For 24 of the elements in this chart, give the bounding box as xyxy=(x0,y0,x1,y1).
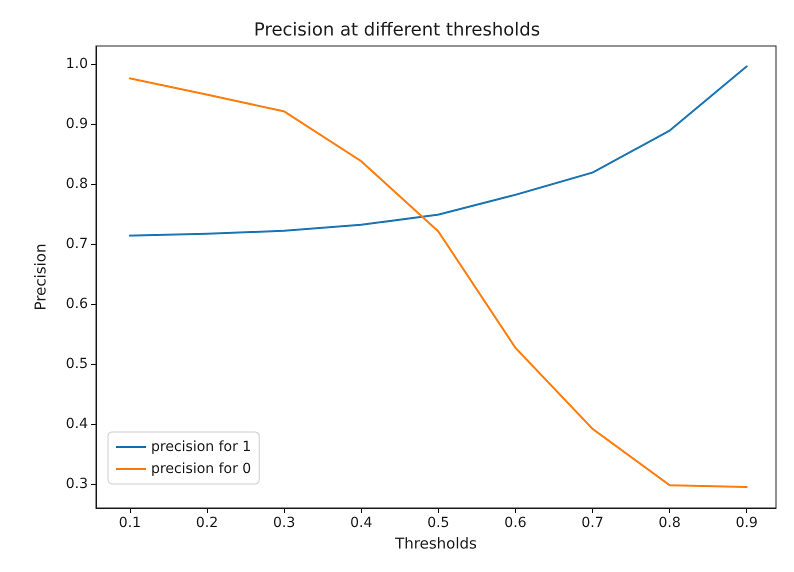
legend-label: precision for 1 xyxy=(151,439,252,455)
y-tick-label: 1.0 xyxy=(66,56,88,72)
x-axis-title: Thresholds xyxy=(394,534,478,552)
x-tick-label: 0.7 xyxy=(581,515,604,531)
y-tick-label: 0.8 xyxy=(66,176,88,192)
x-tick-label: 0.2 xyxy=(196,515,218,531)
x-tick-label: 0.3 xyxy=(272,515,296,531)
line-series xyxy=(128,65,748,237)
x-tick-label: 0.5 xyxy=(427,515,450,531)
x-tick-label: 0.6 xyxy=(504,515,527,531)
y-tick-label: 0.6 xyxy=(66,296,88,312)
x-tick-label: 0.9 xyxy=(736,515,758,531)
legend-label: precision for 0 xyxy=(151,461,252,477)
x-tick-label: 0.4 xyxy=(350,515,372,531)
y-tick-label: 0.9 xyxy=(66,116,88,132)
chart-title: Precision at different thresholds xyxy=(254,20,540,40)
line-series xyxy=(128,77,748,488)
y-tick-label: 0.7 xyxy=(66,236,88,252)
y-tick-label: 0.5 xyxy=(66,356,88,372)
x-tick-label: 0.1 xyxy=(118,515,142,531)
y-tick-label: 0.3 xyxy=(66,476,88,492)
y-tick-label: 0.4 xyxy=(66,416,88,432)
y-axis-title: Precision xyxy=(32,244,50,310)
x-tick-label: 0.8 xyxy=(658,515,681,531)
